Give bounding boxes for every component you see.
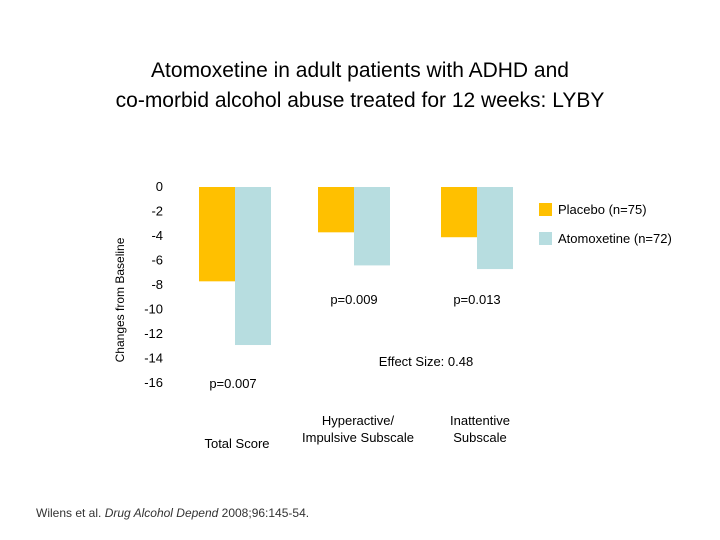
category-label: Total Score: [204, 436, 269, 451]
citation: Wilens et al. Drug Alcohol Depend 2008;9…: [36, 506, 309, 520]
y-tick-label: -8: [151, 277, 163, 292]
chart-title-line-1: Atomoxetine in adult patients with ADHD …: [151, 59, 569, 82]
y-tick-label: -4: [151, 228, 163, 243]
p-value-label: p=0.009: [330, 292, 377, 307]
y-tick-label: -12: [144, 326, 163, 341]
category-label: Inattentive: [450, 413, 510, 428]
y-tick-label: -2: [151, 204, 163, 219]
bar-placebo: [199, 187, 235, 282]
p-value-label: p=0.013: [453, 292, 500, 307]
bar-placebo: [318, 187, 354, 233]
legend-swatch: [539, 203, 552, 216]
y-axis-label: Changes from Baseline: [113, 237, 127, 362]
y-tick-label: -16: [144, 375, 163, 390]
legend-swatch: [539, 232, 552, 245]
bar-placebo: [441, 187, 477, 238]
y-tick-label: -6: [151, 253, 163, 268]
category-label: Hyperactive/: [322, 413, 395, 428]
effect-size-label: Effect Size: 0.48: [379, 354, 473, 369]
legend-label: Atomoxetine (n=72): [558, 231, 672, 246]
citation-details: 2008;96:145-54.: [218, 506, 310, 520]
citation-journal: Drug Alcohol Depend: [104, 506, 219, 520]
bar-atomoxetine: [477, 187, 513, 270]
citation-authors: Wilens et al.: [36, 506, 105, 520]
bar-atomoxetine: [354, 187, 390, 266]
y-tick-label: -14: [144, 351, 163, 366]
y-tick-label: -10: [144, 302, 163, 317]
bar-atomoxetine: [235, 187, 271, 346]
legend-label: Placebo (n=75): [558, 202, 647, 217]
category-label: Subscale: [453, 430, 506, 445]
p-value-label: p=0.007: [209, 376, 256, 391]
y-tick-label: 0: [156, 179, 163, 194]
category-label: Impulsive Subscale: [302, 430, 414, 445]
chart-title-line-2: co-morbid alcohol abuse treated for 12 w…: [115, 89, 605, 112]
